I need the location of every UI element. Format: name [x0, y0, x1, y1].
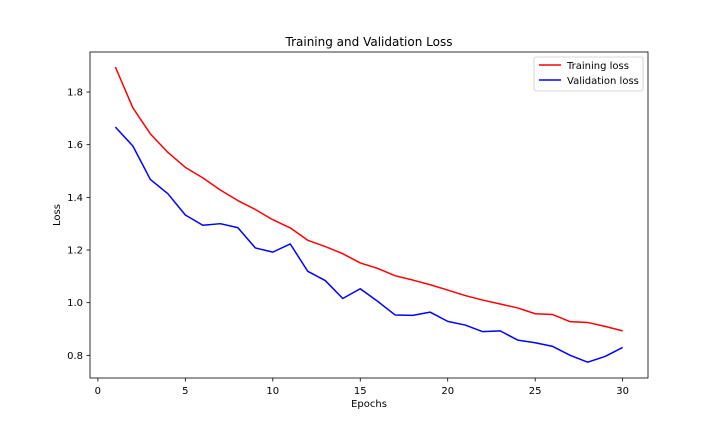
x-tick-label: 30 [616, 386, 629, 397]
legend-box [533, 56, 644, 92]
series-line-validation-loss [114, 126, 623, 363]
x-tick-label: 10 [266, 386, 279, 397]
x-tick-label: 5 [182, 386, 188, 397]
y-tick-label: 0.8 [67, 351, 83, 362]
x-tick-label: 15 [354, 386, 367, 397]
y-tick-label: 1.4 [67, 193, 83, 204]
x-axis-label: Epochs [351, 399, 387, 410]
y-tick-label: 1.0 [67, 298, 83, 309]
y-axis: 0.8 1.0 1.2 1.4 1.6 1.8 [67, 88, 90, 362]
legend: Training loss Validation loss [533, 56, 644, 92]
x-tick-label: 20 [441, 386, 454, 397]
y-tick-label: 1.6 [67, 140, 83, 151]
y-tick-label: 1.8 [67, 88, 83, 99]
legend-label-training-loss: Training loss [566, 61, 629, 72]
series-lines [114, 66, 623, 363]
series-line-training-loss [114, 66, 623, 332]
x-tick-label: 25 [529, 386, 542, 397]
plot-area [89, 51, 649, 379]
legend-label-validation-loss: Validation loss [567, 76, 639, 87]
x-tick-label: 0 [95, 386, 101, 397]
x-axis: 0 5 10 15 20 25 30 [95, 378, 629, 397]
y-axis-label: Loss [52, 204, 63, 226]
y-tick-label: 1.2 [67, 246, 83, 257]
chart-title: Training and Validation Loss [285, 35, 453, 49]
